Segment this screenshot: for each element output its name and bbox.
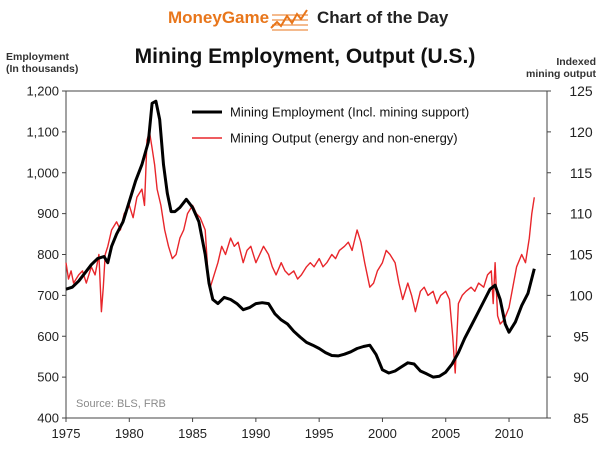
left-tick-label: 800 [37, 247, 59, 262]
brand-chart-of-the-day: Chart of the Day [317, 8, 449, 27]
left-tick-label: 500 [37, 370, 59, 385]
x-tick-label: 2000 [368, 426, 397, 441]
mining-employment-line [65, 99, 536, 379]
x-tick-label: 2005 [431, 426, 460, 441]
right-tick-label: 95 [573, 328, 589, 344]
right-tick-label: 125 [569, 83, 593, 99]
right-tick-label: 115 [570, 165, 593, 181]
right-tick-label: 105 [569, 247, 593, 263]
right-tick-label: 120 [569, 124, 593, 140]
left-tick-label: 1,200 [26, 84, 59, 99]
legend: Mining Employment (Incl. mining support)… [192, 105, 469, 146]
x-tick-label: 1980 [115, 426, 144, 441]
x-tick-label: 1990 [241, 426, 270, 441]
right-tick-label: 85 [573, 410, 589, 426]
right-axis-label: Indexed mining output [526, 56, 596, 80]
left-axis-label: Employment (In thousands) [6, 51, 79, 75]
trend-chart-icon [270, 9, 308, 31]
series-layer [65, 99, 536, 379]
mining-output-line [65, 131, 535, 374]
left-tick-label: 600 [37, 329, 59, 344]
x-axis: 1975 1980 1985 1990 1995 2000 2005 2010 [52, 418, 524, 441]
x-tick-label: 1985 [178, 426, 207, 441]
source-note: Source: BLS, FRB [76, 398, 166, 410]
x-tick-label: 1975 [52, 426, 81, 441]
right-axis: 85 90 95 100 105 110 115 120 125 [547, 83, 593, 426]
legend-label: Mining Output (energy and non-energy) [230, 131, 458, 146]
left-tick-label: 900 [37, 206, 59, 221]
chart-title: Mining Employment, Output (U.S.) [134, 45, 476, 68]
right-tick-label: 100 [569, 287, 593, 303]
legend-label: Mining Employment (Incl. mining support) [230, 105, 469, 120]
x-tick-label: 1995 [305, 426, 334, 441]
banner: MoneyGame Chart of the Day [0, 0, 610, 38]
right-tick-label: 110 [570, 206, 593, 222]
brand-moneygame[interactable]: MoneyGame [168, 8, 270, 27]
left-tick-label: 400 [37, 411, 59, 426]
right-tick-label: 90 [573, 369, 589, 385]
x-tick-label: 2010 [495, 426, 524, 441]
left-axis: 400 500 600 700 800 900 1,000 1,100 1,200 [26, 84, 66, 426]
left-tick-label: 700 [37, 288, 59, 303]
left-tick-label: 1,100 [26, 124, 59, 139]
left-tick-label: 1,000 [26, 165, 59, 180]
